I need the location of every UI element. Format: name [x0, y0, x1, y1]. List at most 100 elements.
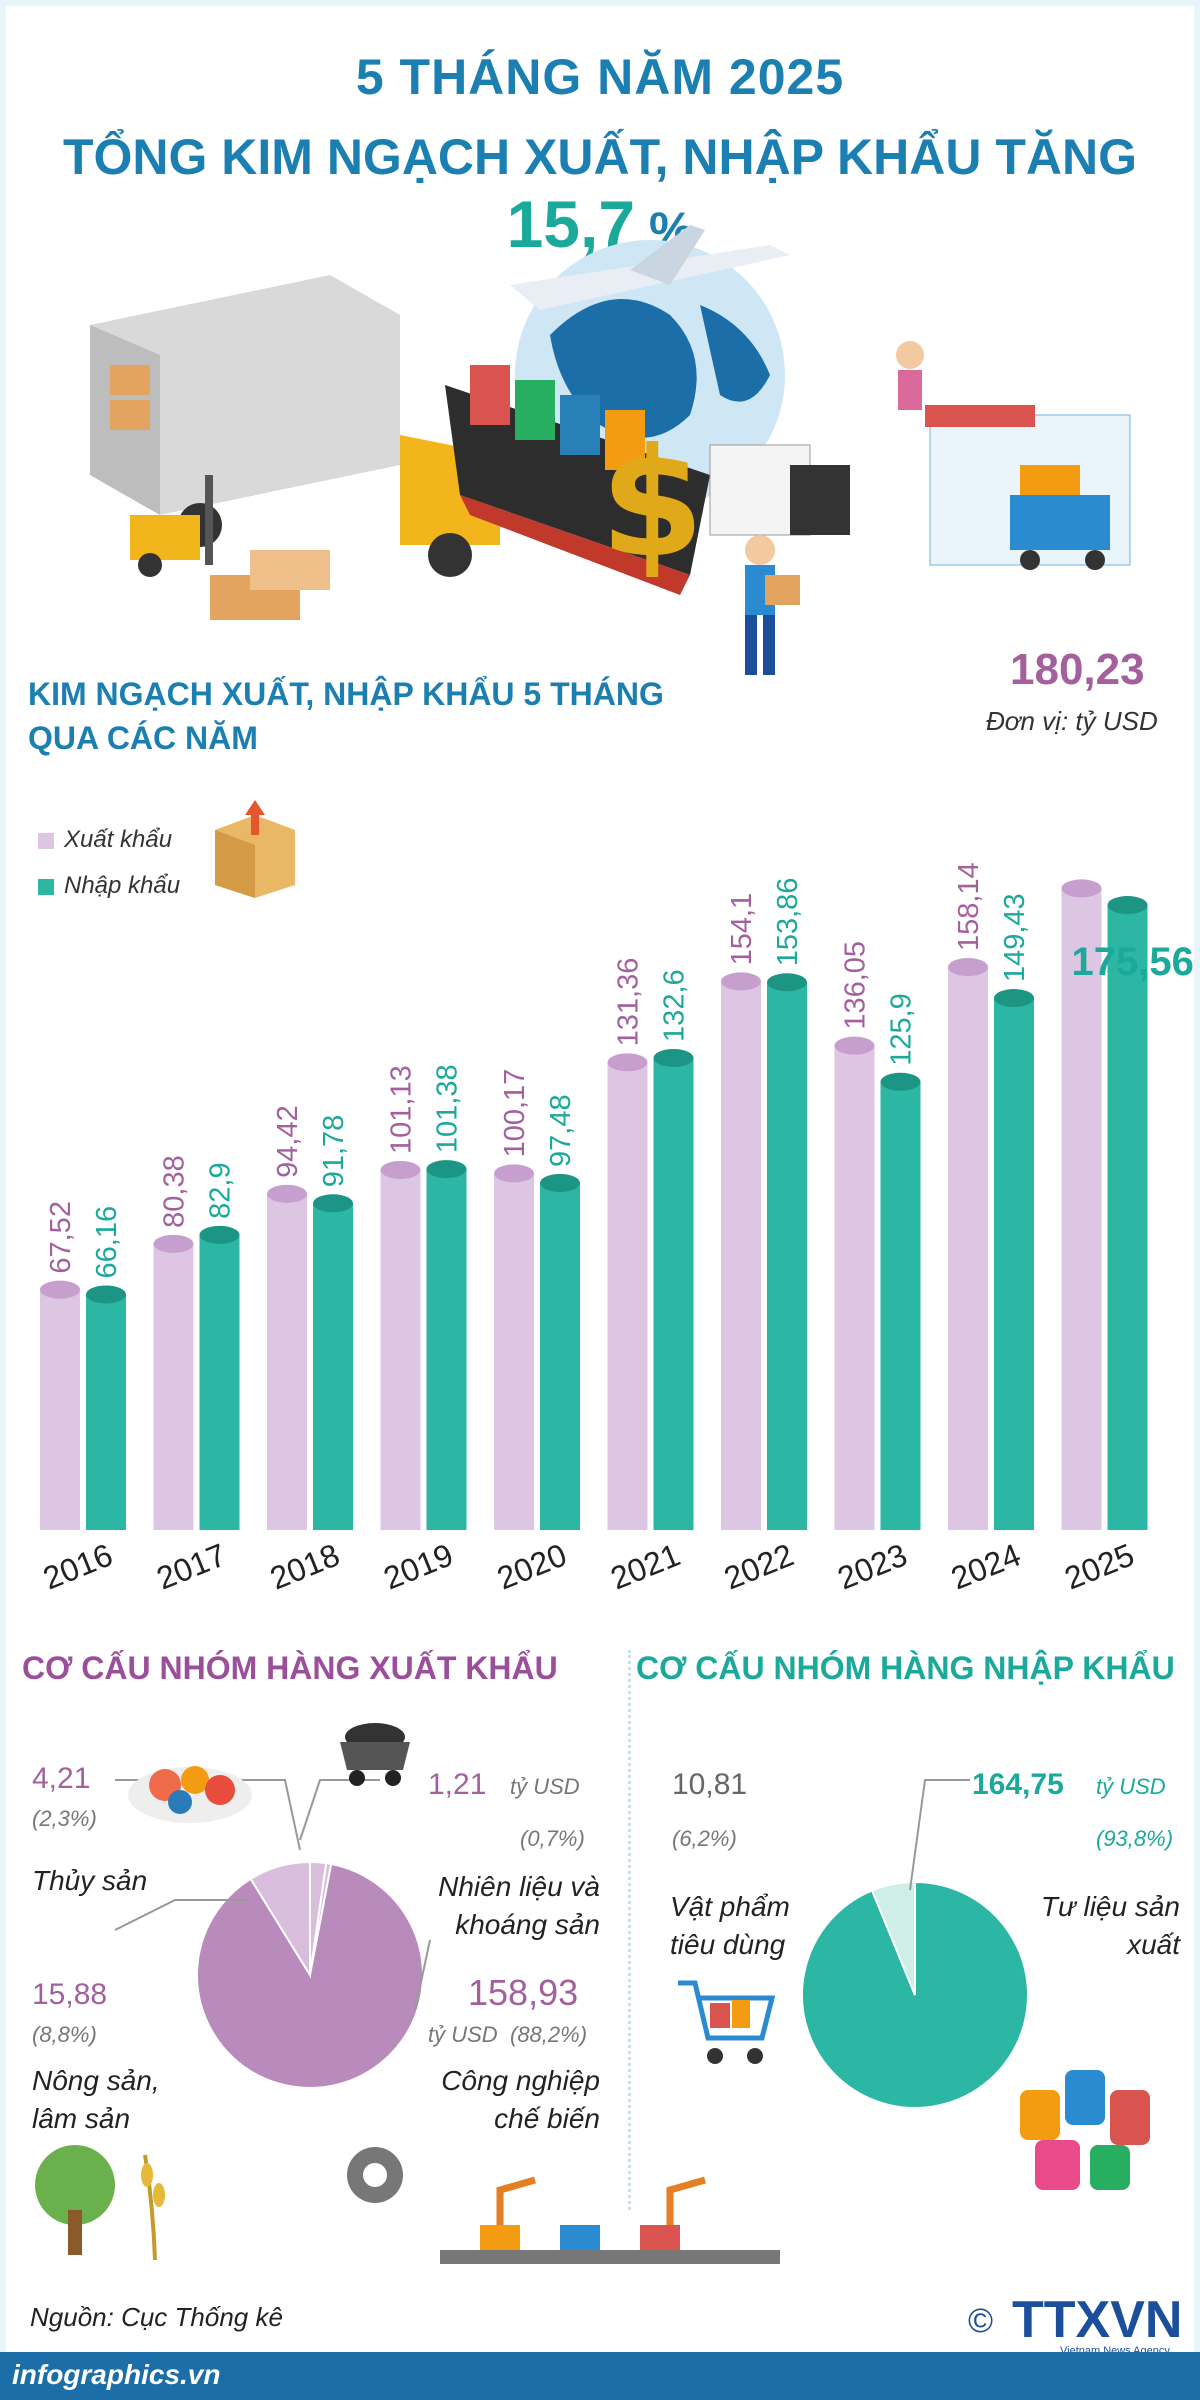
consumer-percent: (6,2%)	[672, 1826, 737, 1851]
legend-export: Xuất khẩu	[38, 826, 172, 854]
bar-body	[994, 998, 1034, 1530]
site-link[interactable]: infographics.vn	[12, 2359, 221, 2390]
bar-body	[494, 1173, 534, 1530]
legend-import-label: Nhập khẩu	[64, 872, 181, 899]
export-bar-2024	[948, 958, 988, 1530]
import-bar-2017	[199, 1225, 240, 1530]
import-bar-2024	[994, 989, 1034, 1530]
bar-cap	[86, 1285, 126, 1304]
year-label-2024: 2024	[946, 1536, 1025, 1596]
pie-slice-0	[801, 1880, 1029, 2109]
production-value: 164,75	[972, 1768, 1064, 1801]
bar-cap	[948, 958, 988, 977]
industry-value: 158,93	[468, 1972, 579, 2013]
industry-percent: (88,2%)	[510, 2022, 588, 2047]
bar-body	[721, 981, 761, 1530]
export-value-label-2020: 100,17	[499, 1069, 531, 1158]
shopping-cart-icon	[678, 1980, 776, 2064]
bar-body	[1107, 905, 1148, 1530]
export-value-label-2023: 136,05	[840, 941, 872, 1030]
online-shop-icon	[896, 341, 1131, 570]
svg-text:$: $	[600, 417, 704, 591]
bar-body	[199, 1234, 240, 1530]
legend-import: Nhập khẩu	[38, 872, 180, 900]
import-value-label-2018: 91,78	[318, 1115, 350, 1188]
import-bar-2023	[880, 1072, 921, 1530]
year-label-2019: 2019	[379, 1536, 458, 1596]
bar-cap	[494, 1164, 534, 1183]
bar-cap	[1107, 896, 1148, 915]
export-bar-2018	[267, 1184, 307, 1530]
import-bar-2018	[313, 1194, 353, 1530]
section-divider	[628, 1650, 631, 2210]
title-line2: TỔNG KIM NGẠCH XUẤT, NHẬP KHẨU TĂNG 15,7…	[0, 128, 1200, 262]
dollar-icon: $	[600, 417, 704, 591]
boxes-icon	[210, 550, 330, 620]
import-bar-2019	[426, 1160, 467, 1530]
year-label-2021: 2021	[606, 1536, 685, 1596]
legend-export-label: Xuất khẩu	[64, 826, 173, 853]
bar-cap	[380, 1160, 421, 1179]
export-bar-2022	[721, 972, 761, 1530]
import-value-label-2025: 175,56	[1072, 940, 1194, 984]
forklift-icon	[130, 475, 213, 577]
ttxvn-logo: TTXVN	[1012, 2291, 1183, 2349]
import-value-label-2017: 82,9	[205, 1162, 237, 1218]
export-value-label-2024: 158,14	[953, 862, 985, 951]
factory-line-icon	[440, 2176, 780, 2264]
bar-body	[880, 1081, 921, 1530]
import-value-label-2023: 125,9	[886, 993, 918, 1066]
year-label-2020: 2020	[492, 1536, 571, 1596]
bar-cap	[721, 972, 761, 991]
export-bar-2017	[153, 1234, 194, 1530]
seafood-percent: (2,3%)	[32, 1806, 97, 1831]
year-label-2018: 2018	[265, 1536, 344, 1596]
bar-body	[313, 1203, 353, 1530]
import-value-label-2019: 101,38	[432, 1064, 464, 1153]
rice-icon	[141, 2154, 165, 2261]
import-pie-chart	[801, 1880, 1029, 2109]
export-value-label-2021: 131,36	[613, 958, 645, 1047]
seafood-label: Thủy sản	[32, 1865, 148, 1896]
bar-body	[426, 1169, 467, 1530]
import-value-label-2024: 149,43	[999, 893, 1031, 982]
bar-cap	[834, 1036, 875, 1055]
bar-body	[948, 967, 988, 1530]
export-bar-2020	[494, 1164, 534, 1530]
bar-body	[86, 1294, 126, 1530]
bar-cap	[880, 1072, 921, 1091]
export-structure-title: CƠ CẤU NHÓM HÀNG XUẤT KHẨU	[22, 1650, 558, 1686]
production-label: Tư liệu sản xuất	[1040, 1891, 1180, 1960]
production-unit: tỷ USD	[1096, 1774, 1166, 1799]
production-percent: (93,8%)	[1096, 1826, 1174, 1851]
title-line1: 5 THÁNG NĂM 2025	[355, 49, 845, 105]
bar-cap	[607, 1053, 648, 1072]
pie-slice-3	[249, 1860, 311, 1979]
import-bar-2025	[1107, 896, 1148, 1530]
copyright-symbol: ©	[968, 2302, 994, 2340]
industry-label: Công nghiệp chế biến	[441, 2065, 600, 2134]
chart-title-line2: QUA CÁC NĂM	[28, 720, 258, 756]
fuel-percent: (0,7%)	[520, 1826, 585, 1851]
agri-percent: (8,8%)	[32, 2022, 97, 2047]
bar-cap	[267, 1184, 307, 1203]
import-value-label-2021: 132,6	[659, 969, 691, 1042]
gear-icon	[347, 2147, 403, 2203]
bar-cap	[540, 1173, 580, 1192]
fuel-value: 1,21	[428, 1768, 487, 1801]
year-label-2025: 2025	[1060, 1536, 1139, 1596]
import-bar-2022	[767, 973, 807, 1530]
import-bar-2020	[540, 1173, 580, 1530]
agri-value: 15,88	[32, 1978, 108, 2011]
export-bar-2025	[1061, 879, 1102, 1530]
export-value-label-2018: 94,42	[272, 1105, 304, 1178]
export-value-label-2017: 80,38	[159, 1155, 191, 1228]
bar-body	[607, 1062, 648, 1530]
year-label-2017: 2017	[152, 1536, 231, 1596]
bar-body	[1061, 888, 1102, 1530]
tree-icon	[35, 2145, 115, 2255]
box-icon	[215, 800, 295, 898]
chart-title-line1: KIM NGẠCH XUẤT, NHẬP KHẨU 5 THÁNG	[28, 676, 664, 712]
year-label-2016: 2016	[38, 1536, 117, 1596]
bar-cap	[1061, 879, 1102, 898]
